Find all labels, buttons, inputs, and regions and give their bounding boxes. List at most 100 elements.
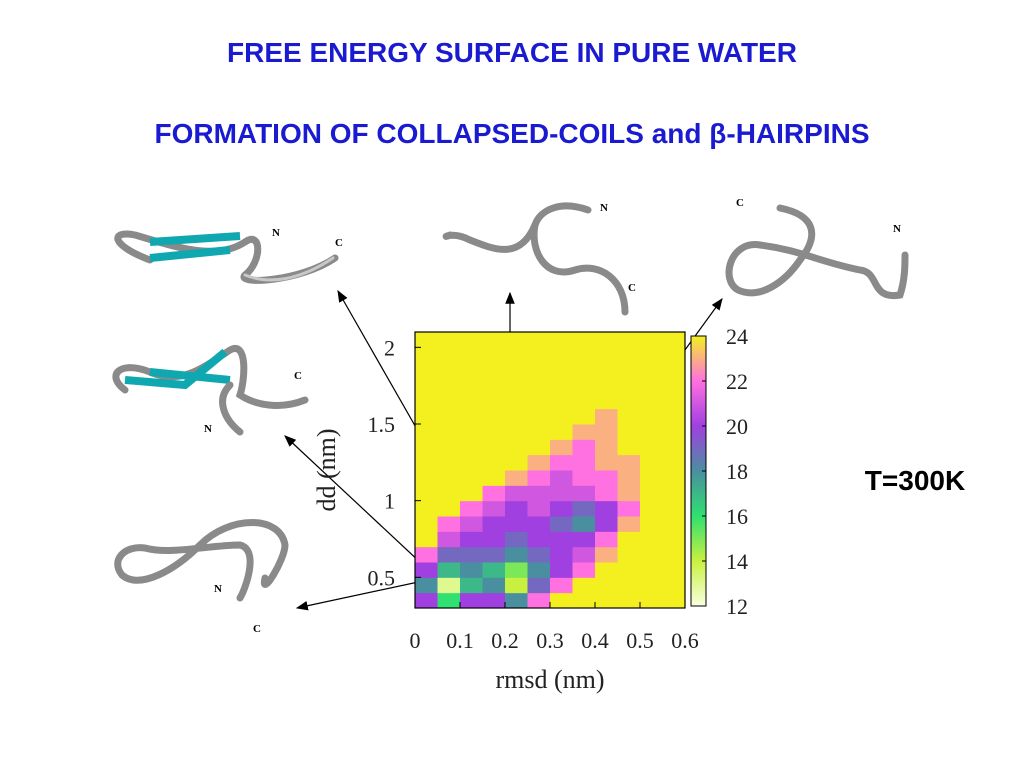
x-tick-label: 0	[410, 628, 421, 653]
heatmap-cell	[437, 439, 461, 456]
heatmap-cell	[505, 393, 528, 410]
x-tick-label: 0.2	[491, 628, 519, 653]
c-label: C	[253, 623, 261, 635]
heatmap-cell	[640, 531, 663, 548]
heatmap-cell	[460, 378, 483, 394]
heatmap-cell	[662, 592, 686, 609]
c-label: C	[294, 370, 302, 382]
heatmap-cell	[527, 408, 551, 425]
heatmap-cell	[640, 347, 663, 364]
heatmap-cell	[662, 562, 686, 578]
heatmap-cell	[617, 424, 641, 440]
heatmap-cell	[617, 378, 641, 394]
y-tick-label: 0.5	[368, 565, 396, 590]
heatmap-cell	[527, 562, 551, 578]
heatmap-cell	[550, 393, 573, 410]
heatmap-cell	[437, 485, 461, 502]
heatmap-cell	[415, 454, 438, 471]
heatmap-cell	[415, 362, 438, 379]
heatmap-cell	[415, 577, 438, 594]
heatmap-cell	[617, 347, 641, 364]
heatmap-cell	[617, 546, 641, 563]
heatmap-cell	[415, 592, 438, 609]
heatmap-cell	[662, 393, 686, 410]
heatmap-cell	[550, 577, 573, 594]
heatmap-cell	[505, 516, 528, 532]
heatmap-cell	[550, 531, 573, 548]
heatmap-cell	[572, 424, 596, 440]
n-label: N	[600, 202, 608, 214]
heatmap-cell	[640, 546, 663, 563]
heatmap-cell	[617, 531, 641, 548]
colorbar-tick-label: 14	[726, 549, 748, 574]
heatmap-cell	[662, 347, 686, 364]
x-tick-label: 0.5	[626, 628, 654, 653]
heatmap-cell	[572, 470, 596, 486]
heatmap-cell	[415, 347, 438, 364]
heatmap-cell	[482, 362, 506, 379]
heatmap-cell	[415, 439, 438, 456]
heatmap-cell	[572, 332, 596, 348]
structure-2	[112, 344, 309, 436]
heatmap-cell	[415, 500, 438, 517]
heatmap-cell	[617, 516, 641, 532]
heatmap-cell	[482, 439, 506, 456]
x-tick-label: 0.3	[536, 628, 564, 653]
heatmap-cell	[415, 378, 438, 394]
x-tick-label: 0.1	[446, 628, 474, 653]
heatmap-cell	[550, 347, 573, 364]
title: FREE ENERGY SURFACE IN PURE WATER	[227, 37, 797, 68]
heatmap-cell	[640, 577, 663, 594]
heatmap-cell	[662, 332, 686, 348]
heatmap-cell	[482, 454, 506, 471]
heatmap-cell	[595, 592, 618, 609]
heatmap-cell	[550, 500, 573, 517]
heatmap-cell	[437, 546, 461, 563]
heatmap-cell	[572, 485, 596, 502]
heatmap-cell	[460, 516, 483, 532]
colorbar-tick-label: 24	[726, 324, 748, 349]
heatmap-cell	[595, 562, 618, 578]
heatmap-cell	[437, 378, 461, 394]
heatmap-cell	[662, 362, 686, 379]
heatmap-cell	[617, 408, 641, 425]
heatmap-cell	[482, 516, 506, 532]
heatmap-cell	[595, 470, 618, 486]
heatmap-cell	[617, 470, 641, 486]
structure-5	[725, 204, 909, 300]
heatmap-cell	[482, 546, 506, 563]
heatmap-cell	[437, 408, 461, 425]
heatmap-cell	[595, 424, 618, 440]
heatmap-cell	[550, 424, 573, 440]
heatmap-cell	[505, 362, 528, 379]
arrow	[284, 435, 438, 579]
heatmap-cell	[662, 424, 686, 440]
heatmap-cell	[505, 485, 528, 502]
colorbar-tick-label: 18	[726, 459, 748, 484]
heatmap-cell	[595, 408, 618, 425]
heatmap-cell	[505, 378, 528, 394]
heatmap-cell	[527, 424, 551, 440]
heatmap-cell	[662, 408, 686, 425]
heatmap-cell	[640, 408, 663, 425]
heatmap-cell	[415, 332, 438, 348]
heatmap-cell	[640, 516, 663, 532]
structure-1	[114, 230, 339, 284]
heatmap-cell	[437, 592, 461, 609]
heatmap-cell	[617, 393, 641, 410]
heatmap-cell	[460, 408, 483, 425]
heatmap-cell	[640, 500, 663, 517]
heatmap-cell	[617, 577, 641, 594]
heatmap-cell	[572, 577, 596, 594]
heatmap-cell	[640, 470, 663, 486]
heatmap-cell	[640, 439, 663, 456]
heatmap-cell	[550, 408, 573, 425]
heatmap-cell	[617, 439, 641, 456]
heatmap-cell	[460, 454, 483, 471]
heatmap-cell	[437, 347, 461, 364]
heatmap-cell	[662, 516, 686, 532]
heatmap-cell	[415, 424, 438, 440]
heatmap-cell	[505, 439, 528, 456]
heatmap-cell	[640, 332, 663, 348]
heatmap-cell	[505, 454, 528, 471]
